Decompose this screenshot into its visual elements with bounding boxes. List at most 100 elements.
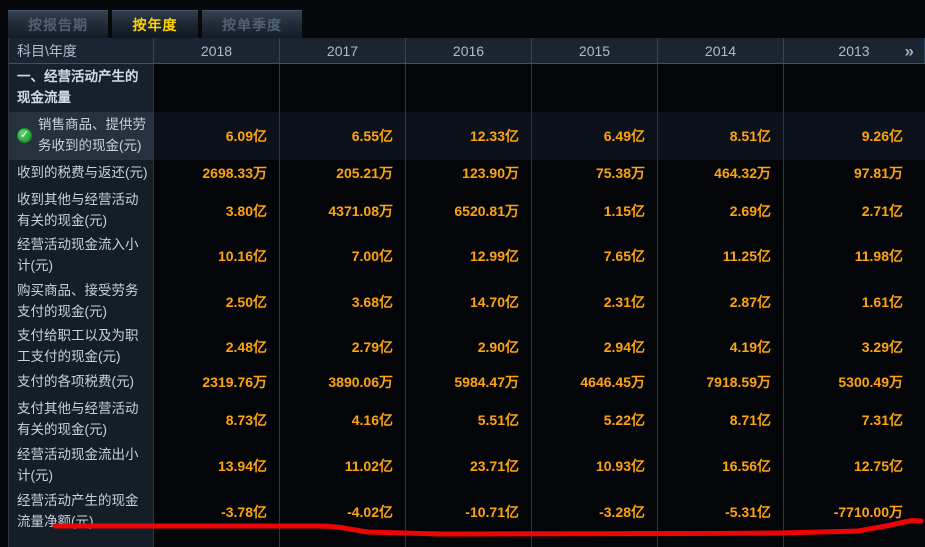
row-label-cell[interactable]: 经营活动现金流入小计(元): [9, 232, 154, 280]
row-label-cell[interactable]: 经营活动产生的现金流量净额(元): [9, 488, 154, 536]
value-cell: [406, 64, 532, 112]
value-cell: [406, 536, 532, 547]
value-cell: -4.02亿: [280, 488, 406, 536]
value-cell: 16.56亿: [658, 442, 784, 490]
value-cell: -7710.00万: [784, 488, 925, 536]
row-label: 购买商品、接受劳务支付的现金(元): [17, 283, 139, 319]
value-cell: 2.79亿: [280, 323, 406, 371]
row-label-cell[interactable]: 支付给职工以及为职工支付的现金(元): [9, 323, 154, 371]
value-cell: [154, 64, 280, 112]
value-cell: 10.16亿: [154, 232, 280, 280]
row-label-cell[interactable]: 经营活动现金流出小计(元): [9, 442, 154, 490]
value-cell: 12.75亿: [784, 442, 925, 490]
value-cell: 6520.81万: [406, 187, 532, 235]
value-cell: 5300.49万: [784, 369, 925, 396]
row-label: 支付的各项税费(元): [17, 374, 134, 389]
table-body: 一、经营活动产生的现金流量 ✓ 销售商品、提供劳务收到的现金(元) 6.09亿 6…: [9, 64, 925, 547]
value-cell: [280, 536, 406, 547]
corner-header: 科目\年度: [9, 38, 154, 63]
value-cell: 6.55亿: [280, 112, 406, 160]
value-cell: 1.61亿: [784, 278, 925, 326]
tab-by-year[interactable]: 按年度: [112, 10, 198, 38]
tab-by-quarter[interactable]: 按单季度: [202, 10, 302, 38]
value-cell: 5.51亿: [406, 396, 532, 444]
value-cell: 2319.76万: [154, 369, 280, 396]
value-cell: 2.94亿: [532, 323, 658, 371]
value-cell: 2.90亿: [406, 323, 532, 371]
column-header-2013: 2013 »: [784, 38, 925, 63]
value-cell: 4.19亿: [658, 323, 784, 371]
value-cell: -3.28亿: [532, 488, 658, 536]
row-label-cell[interactable]: 支付的各项税费(元): [9, 369, 154, 396]
row-label: 经营活动产生的现金流量净额(元): [17, 493, 139, 529]
row-label: 销售商品、提供劳务收到的现金(元): [38, 117, 146, 153]
table-row: ✓ 销售商品、提供劳务收到的现金(元) 6.09亿 6.55亿 12.33亿 6.49…: [9, 112, 925, 160]
value-cell: 7.00亿: [280, 232, 406, 280]
row-label: 经营活动现金流出小计(元): [17, 447, 139, 483]
value-cell: 4.16亿: [280, 396, 406, 444]
table-row: 支付给职工以及为职工支付的现金(元) 2.48亿 2.79亿 2.90亿 2.94亿 4…: [9, 323, 925, 371]
value-cell: 4371.08万: [280, 187, 406, 235]
table-row: 支付的各项税费(元) 2319.76万 3890.06万 5984.47万 4646.…: [9, 369, 925, 396]
value-cell: 6.49亿: [532, 112, 658, 160]
value-cell: 23.71亿: [406, 442, 532, 490]
row-label-cell[interactable]: 支付其他与经营活动有关的现金(元): [9, 396, 154, 444]
value-cell: 2.87亿: [658, 278, 784, 326]
row-label: 一、经营活动产生的现金流量: [17, 69, 139, 105]
value-cell: 11.02亿: [280, 442, 406, 490]
value-cell: 13.94亿: [154, 442, 280, 490]
table-row: 收到的税费与返还(元) 2698.33万 205.21万 123.90万 75.38万…: [9, 160, 925, 187]
value-cell: [532, 536, 658, 547]
row-label-cell[interactable]: [9, 536, 154, 547]
value-cell: 97.81万: [784, 160, 925, 187]
value-cell: [658, 64, 784, 112]
value-cell: 3.68亿: [280, 278, 406, 326]
row-label-cell[interactable]: 收到的税费与返还(元): [9, 160, 154, 187]
value-cell: 10.93亿: [532, 442, 658, 490]
value-cell: 6.09亿: [154, 112, 280, 160]
table-row: 收到其他与经营活动有关的现金(元) 3.80亿 4371.08万 6520.81万 1…: [9, 187, 925, 235]
value-cell: 8.71亿: [658, 396, 784, 444]
value-cell: 7.65亿: [532, 232, 658, 280]
value-cell: 7918.59万: [658, 369, 784, 396]
value-cell: 2.71亿: [784, 187, 925, 235]
row-label: 支付其他与经营活动有关的现金(元): [17, 401, 139, 437]
row-label-cell[interactable]: 购买商品、接受劳务支付的现金(元): [9, 278, 154, 326]
value-cell: 2698.33万: [154, 160, 280, 187]
value-cell: 5.22亿: [532, 396, 658, 444]
row-label: 经营活动现金流入小计(元): [17, 237, 139, 273]
value-cell: 3890.06万: [280, 369, 406, 396]
table-row: 购买商品、接受劳务支付的现金(元) 2.50亿 3.68亿 14.70亿 2.31亿 2…: [9, 278, 925, 326]
value-cell: [784, 64, 925, 112]
row-label: 收到的税费与返还(元): [17, 165, 148, 180]
value-cell: 2.31亿: [532, 278, 658, 326]
table-row: 经营活动现金流出小计(元) 13.94亿 11.02亿 23.71亿 10.93亿 16…: [9, 442, 925, 490]
more-columns-icon[interactable]: »: [904, 41, 914, 60]
row-label-cell[interactable]: ✓ 销售商品、提供劳务收到的现金(元): [9, 112, 154, 160]
table-row: 一、经营活动产生的现金流量: [9, 64, 925, 112]
value-cell: 464.32万: [658, 160, 784, 187]
row-label-cell: 一、经营活动产生的现金流量: [9, 64, 154, 112]
column-header-2018: 2018: [154, 38, 280, 63]
column-header-2013-label: 2013: [838, 42, 870, 59]
value-cell: 4646.45万: [532, 369, 658, 396]
row-label: 收到其他与经营活动有关的现金(元): [17, 192, 139, 228]
value-cell: 2.69亿: [658, 187, 784, 235]
value-cell: 2.50亿: [154, 278, 280, 326]
tab-by-report-period[interactable]: 按报告期: [8, 10, 108, 38]
value-cell: 5984.47万: [406, 369, 532, 396]
table-row: 经营活动产生的现金流量净额(元) -3.78亿 -4.02亿 -10.71亿 -3.2…: [9, 488, 925, 536]
check-icon[interactable]: ✓: [17, 128, 32, 144]
value-cell: 9.26亿: [784, 112, 925, 160]
row-label: 支付给职工以及为职工支付的现金(元): [17, 328, 139, 364]
value-cell: 7.31亿: [784, 396, 925, 444]
value-cell: 75.38万: [532, 160, 658, 187]
value-cell: [658, 536, 784, 547]
table-row-partial: [9, 536, 925, 547]
column-header-2017: 2017: [280, 38, 406, 63]
value-cell: 12.33亿: [406, 112, 532, 160]
period-tabbar: 按报告期 按年度 按单季度: [8, 10, 302, 38]
row-label-cell[interactable]: 收到其他与经营活动有关的现金(元): [9, 187, 154, 235]
table-row: 经营活动现金流入小计(元) 10.16亿 7.00亿 12.99亿 7.65亿 11.2…: [9, 232, 925, 280]
column-header-2014: 2014: [658, 38, 784, 63]
